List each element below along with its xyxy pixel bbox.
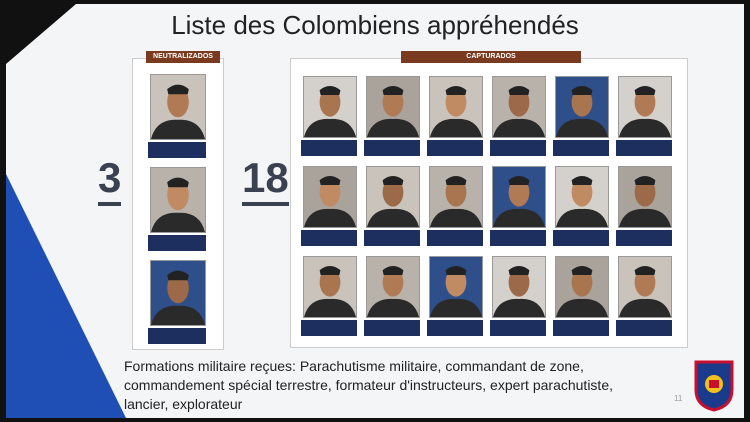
silhouette — [367, 86, 419, 137]
name-tag — [553, 230, 609, 246]
person-photo — [366, 76, 420, 138]
person-photo — [492, 256, 546, 318]
person-photo — [429, 76, 483, 138]
person-photo — [150, 260, 206, 326]
panel-header: NEUTRALIZADOS — [146, 51, 220, 63]
person-photo — [303, 76, 357, 138]
name-tag — [148, 328, 206, 344]
person-photo — [618, 166, 672, 228]
silhouette — [367, 266, 419, 317]
person-photo — [303, 256, 357, 318]
person-photo — [150, 74, 206, 140]
person-photo — [492, 166, 546, 228]
name-tag — [148, 235, 206, 251]
name-tag — [616, 320, 672, 336]
name-tag — [553, 140, 609, 156]
page-number: 11 — [674, 394, 683, 403]
name-tag — [364, 140, 420, 156]
name-tag — [616, 230, 672, 246]
name-tag — [364, 320, 420, 336]
silhouette — [151, 84, 205, 139]
silhouette — [304, 266, 356, 317]
name-tag — [427, 140, 483, 156]
person-photo — [555, 166, 609, 228]
silhouette — [151, 177, 205, 232]
silhouette — [493, 266, 545, 317]
name-tag — [301, 230, 357, 246]
silhouette — [151, 270, 205, 325]
name-tag — [490, 140, 546, 156]
person-photo — [618, 76, 672, 138]
police-badge — [694, 360, 734, 412]
person-photo — [492, 76, 546, 138]
panel-count: 3 — [98, 154, 122, 206]
silhouette — [556, 86, 608, 137]
name-tag — [490, 320, 546, 336]
name-tag — [427, 230, 483, 246]
silhouette — [430, 86, 482, 137]
silhouette — [556, 266, 608, 317]
slide: Liste des Colombiens appréhendés NEUTRAL… — [6, 4, 744, 418]
slide-title: Liste des Colombiens appréhendés — [171, 10, 579, 40]
silhouette — [556, 176, 608, 227]
person-photo — [429, 256, 483, 318]
person-photo — [150, 167, 206, 233]
person-photo — [303, 166, 357, 228]
silhouette — [367, 176, 419, 227]
person-photo — [366, 166, 420, 228]
silhouette — [493, 176, 545, 227]
person-photo — [555, 76, 609, 138]
silhouette — [619, 176, 671, 227]
silhouette — [619, 266, 671, 317]
caption-line: lancier, explorateur — [124, 396, 243, 412]
name-tag — [148, 142, 206, 158]
person-photo — [366, 256, 420, 318]
name-tag — [301, 320, 357, 336]
name-tag — [427, 320, 483, 336]
silhouette — [430, 266, 482, 317]
silhouette — [493, 86, 545, 137]
caption-line: Formations militaire reçues: Parachutism… — [124, 358, 584, 374]
silhouette — [430, 176, 482, 227]
panel-header: CAPTURADOS — [401, 51, 581, 63]
person-photo — [618, 256, 672, 318]
name-tag — [553, 320, 609, 336]
name-tag — [301, 140, 357, 156]
person-photo — [555, 256, 609, 318]
person-photo — [429, 166, 483, 228]
silhouette — [304, 176, 356, 227]
silhouette — [304, 86, 356, 137]
name-tag — [616, 140, 672, 156]
name-tag — [490, 230, 546, 246]
slide-decoration — [6, 4, 126, 418]
name-tag — [364, 230, 420, 246]
panel-count: 18 — [242, 154, 289, 206]
silhouette — [619, 86, 671, 137]
caption-line: commandement spécial terrestre, formateu… — [124, 377, 613, 393]
